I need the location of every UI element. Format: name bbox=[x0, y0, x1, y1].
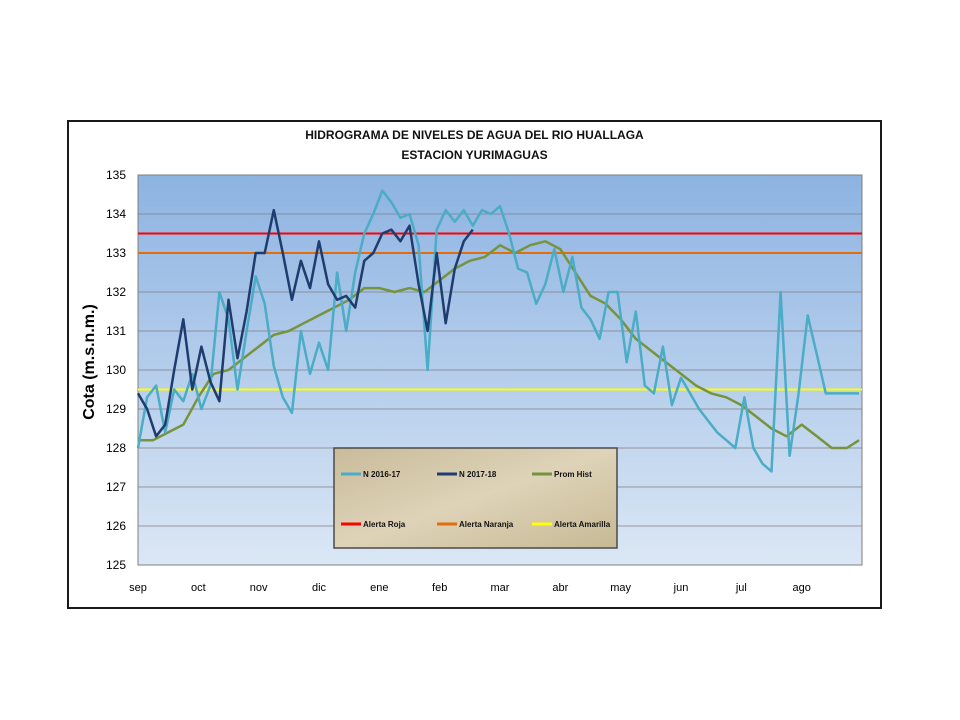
chart-subtitle: ESTACION YURIMAGUAS bbox=[401, 148, 548, 162]
x-tick-label: may bbox=[610, 582, 631, 594]
series-line-prom-hist bbox=[138, 240, 860, 450]
x-tick-label: dic bbox=[312, 582, 327, 594]
y-tick-label: 129 bbox=[106, 402, 126, 416]
x-tick-label: oct bbox=[191, 582, 206, 594]
y-tick-label: 128 bbox=[106, 441, 126, 455]
y-tick-label: 131 bbox=[106, 324, 126, 338]
y-tick-label: 125 bbox=[106, 558, 126, 572]
x-tick-label: mar bbox=[491, 582, 510, 594]
series-line-n-2017-18 bbox=[136, 208, 474, 438]
y-tick-label: 134 bbox=[106, 207, 126, 221]
x-tick-label: ago bbox=[792, 582, 810, 594]
legend-box bbox=[333, 447, 618, 549]
legend-entry-label: Alerta Naranja bbox=[459, 520, 514, 529]
y-tick-label: 133 bbox=[106, 246, 126, 260]
x-tick-label: jun bbox=[673, 582, 689, 594]
y-tick-label: 132 bbox=[106, 285, 126, 299]
x-tick-label: ene bbox=[370, 582, 388, 594]
x-tick-label: feb bbox=[432, 582, 447, 594]
y-tick-label: 127 bbox=[106, 480, 126, 494]
x-axis-ticks: sep oct nov dic ene feb mar abr may jun jul ago bbox=[129, 582, 811, 594]
x-tick-label: abr bbox=[552, 582, 568, 594]
y-tick-label: 135 bbox=[106, 168, 126, 182]
x-tick-label: nov bbox=[250, 582, 268, 594]
y-tick-label: 126 bbox=[106, 519, 126, 533]
legend: N 2016-17 N 2017-18 Prom Hist Alerta Roja Al… bbox=[333, 447, 618, 549]
x-tick-label: jul bbox=[735, 582, 747, 594]
series-line-n-2016-17 bbox=[136, 189, 859, 473]
legend-entry-label: Prom Hist bbox=[554, 470, 592, 479]
series-lines bbox=[136, 189, 862, 473]
chart-title: HIDROGRAMA DE NIVELES DE AGUA DEL RIO HU… bbox=[305, 128, 644, 142]
legend-entry-label: N 2017-18 bbox=[459, 470, 497, 479]
legend-entry-label: N 2016-17 bbox=[363, 470, 401, 479]
y-axis-label: Cota (m.s.n.m.) bbox=[81, 304, 98, 420]
legend-entry-label: Alerta Roja bbox=[363, 520, 406, 529]
legend-entry-label: Alerta Amarilla bbox=[554, 520, 611, 529]
y-tick-label: 130 bbox=[106, 363, 126, 377]
x-tick-label: sep bbox=[129, 582, 147, 594]
y-axis-ticks: 125 126 127 128 129 130 131 132 133 134 135 bbox=[106, 168, 126, 572]
